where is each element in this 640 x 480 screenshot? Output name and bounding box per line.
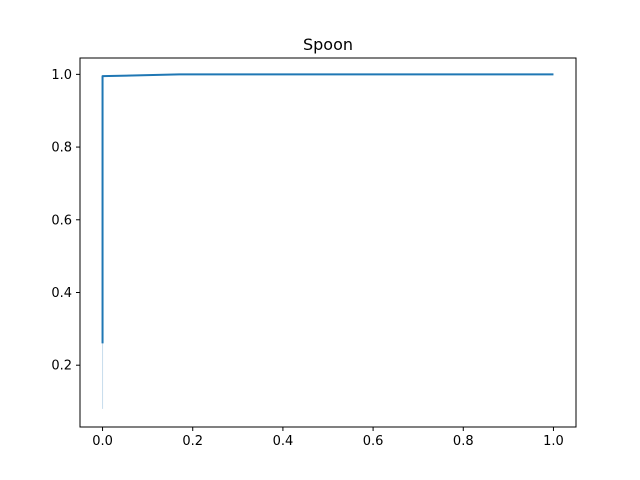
x-tick-label: 0.0 <box>92 434 113 449</box>
axes-frame <box>79 57 577 428</box>
x-tick-label: 0.6 <box>363 434 384 449</box>
series-line-0 <box>101 73 554 344</box>
y-tick-label: 0.6 <box>51 213 72 228</box>
y-tick-label: 0.2 <box>51 359 72 374</box>
x-tick-label: 0.8 <box>453 434 474 449</box>
y-axis: 0.2 0.4 0.6 0.8 1.0 <box>51 68 80 374</box>
x-tick-label: 0.4 <box>273 434 294 449</box>
y-tick-label: 0.8 <box>51 141 72 156</box>
x-axis: 0.0 0.2 0.4 0.6 0.8 1.0 <box>92 427 564 449</box>
y-tick-label: 0.4 <box>51 286 72 301</box>
chart-title: Spoon <box>303 35 353 54</box>
plot-area <box>101 73 554 409</box>
y-tick-label: 1.0 <box>51 68 72 83</box>
x-tick-label: 0.2 <box>182 434 203 449</box>
x-tick-label: 1.0 <box>543 434 564 449</box>
